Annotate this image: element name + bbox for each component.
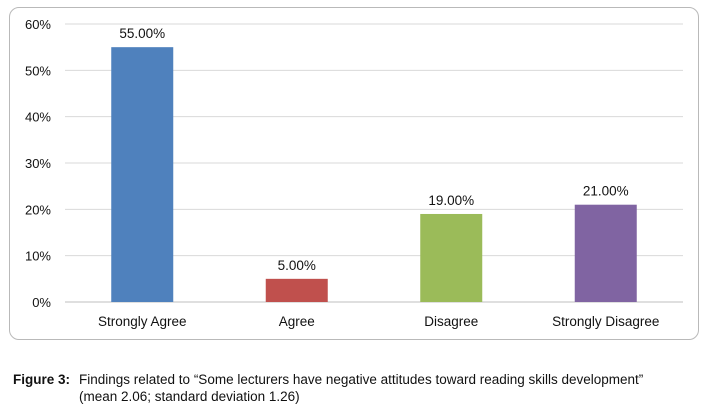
y-tick-label: 60% bbox=[25, 17, 51, 32]
y-tick-label: 30% bbox=[25, 156, 51, 171]
y-tick-label: 50% bbox=[25, 63, 51, 78]
bar bbox=[420, 213, 483, 302]
x-category-label: Agree bbox=[279, 314, 315, 329]
y-tick-label: 0% bbox=[32, 295, 51, 310]
y-tick-label: 10% bbox=[25, 249, 51, 264]
figure-caption-label: Figure 3: bbox=[13, 372, 71, 387]
bar-chart: 0% 10% 20% 30% 40% 50% 60% 55.00% Strongly Agree… bbox=[25, 17, 683, 329]
data-label: 55.00% bbox=[119, 26, 165, 41]
data-label: 21.00% bbox=[583, 184, 629, 199]
bar bbox=[265, 278, 328, 302]
data-label: 19.00% bbox=[428, 193, 474, 208]
bar bbox=[111, 47, 174, 302]
y-tick-label: 40% bbox=[25, 110, 51, 125]
bar bbox=[574, 204, 637, 302]
x-category-label: Strongly Disagree bbox=[552, 314, 659, 329]
figure-caption-text: Findings related to “Some lecturers have… bbox=[79, 372, 644, 404]
y-tick-label: 20% bbox=[25, 202, 51, 217]
x-category-label: Strongly Agree bbox=[98, 314, 187, 329]
x-category-label: Disagree bbox=[424, 314, 478, 329]
data-label: 5.00% bbox=[278, 258, 316, 273]
